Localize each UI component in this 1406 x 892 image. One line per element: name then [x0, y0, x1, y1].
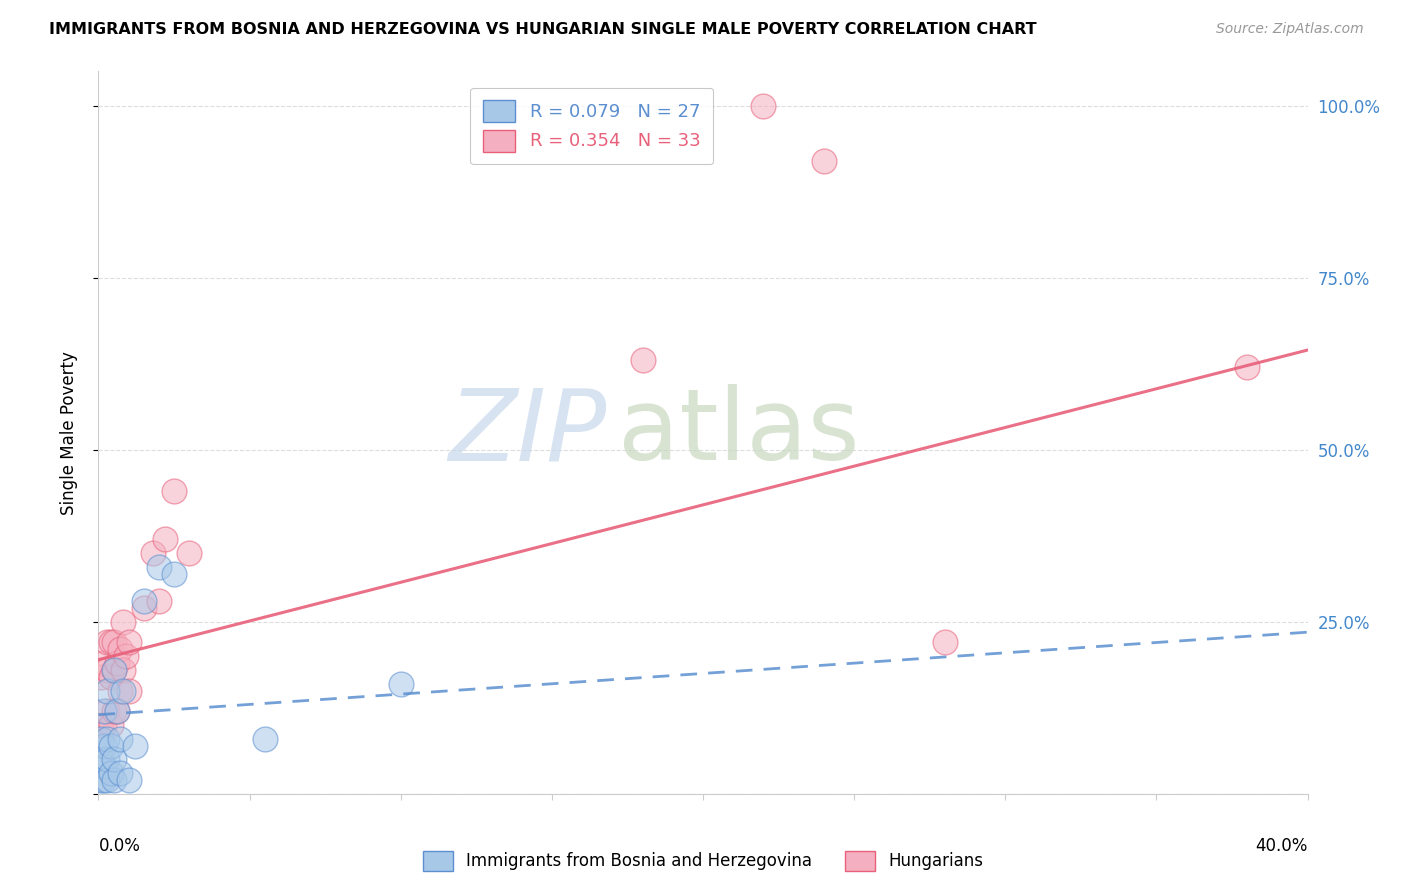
Point	[1236, 360, 1258, 375]
Point	[93, 656, 115, 670]
Point	[96, 773, 118, 788]
Point	[813, 153, 835, 168]
Point	[90, 670, 112, 684]
Y-axis label: Single Male Poverty: Single Male Poverty	[59, 351, 77, 515]
Point	[96, 683, 118, 698]
Point	[118, 683, 141, 698]
Point	[132, 601, 155, 615]
Point	[100, 670, 122, 684]
Point	[103, 704, 125, 718]
Point	[114, 649, 136, 664]
Point	[179, 546, 201, 560]
Point	[163, 566, 186, 581]
Point	[631, 353, 654, 368]
Point	[90, 718, 112, 732]
Point	[253, 731, 276, 746]
Point	[111, 615, 134, 629]
Point	[118, 773, 141, 788]
Point	[90, 731, 112, 746]
Point	[96, 635, 118, 649]
Point	[96, 704, 118, 718]
Point	[93, 773, 115, 788]
Point	[100, 739, 122, 753]
Point	[100, 718, 122, 732]
Point	[142, 546, 165, 560]
Point	[96, 752, 118, 766]
Point	[103, 752, 125, 766]
Point	[105, 656, 128, 670]
Point	[100, 635, 122, 649]
Point	[153, 533, 176, 547]
Point	[752, 99, 775, 113]
Point	[111, 663, 134, 677]
Point	[96, 731, 118, 746]
Point	[934, 635, 956, 649]
Point	[108, 642, 131, 657]
Point	[93, 718, 115, 732]
Text: IMMIGRANTS FROM BOSNIA AND HERZEGOVINA VS HUNGARIAN SINGLE MALE POVERTY CORRELAT: IMMIGRANTS FROM BOSNIA AND HERZEGOVINA V…	[49, 22, 1036, 37]
Point	[90, 773, 112, 788]
Point	[103, 663, 125, 677]
Point	[93, 704, 115, 718]
Point	[96, 663, 118, 677]
Point	[100, 766, 122, 780]
Point	[111, 683, 134, 698]
Point	[108, 683, 131, 698]
Point	[132, 594, 155, 608]
Point	[93, 739, 115, 753]
Point	[108, 731, 131, 746]
Point	[103, 663, 125, 677]
Point	[105, 704, 128, 718]
Point	[90, 752, 112, 766]
Point	[108, 766, 131, 780]
Point	[148, 594, 170, 608]
Point	[148, 559, 170, 574]
Text: 0.0%: 0.0%	[98, 838, 141, 855]
Point	[124, 739, 146, 753]
Point	[103, 773, 125, 788]
Text: 40.0%: 40.0%	[1256, 838, 1308, 855]
Point	[105, 704, 128, 718]
Legend: Immigrants from Bosnia and Herzegovina, Hungarians: Immigrants from Bosnia and Herzegovina, …	[415, 842, 991, 880]
Point	[118, 635, 141, 649]
Text: ZIP: ZIP	[449, 384, 606, 481]
Text: atlas: atlas	[619, 384, 860, 481]
Legend: R = 0.079   N = 27, R = 0.354   N = 33: R = 0.079 N = 27, R = 0.354 N = 33	[470, 87, 713, 164]
Point	[163, 484, 186, 499]
Text: Source: ZipAtlas.com: Source: ZipAtlas.com	[1216, 22, 1364, 37]
Point	[389, 677, 412, 691]
Point	[93, 759, 115, 773]
Point	[103, 635, 125, 649]
